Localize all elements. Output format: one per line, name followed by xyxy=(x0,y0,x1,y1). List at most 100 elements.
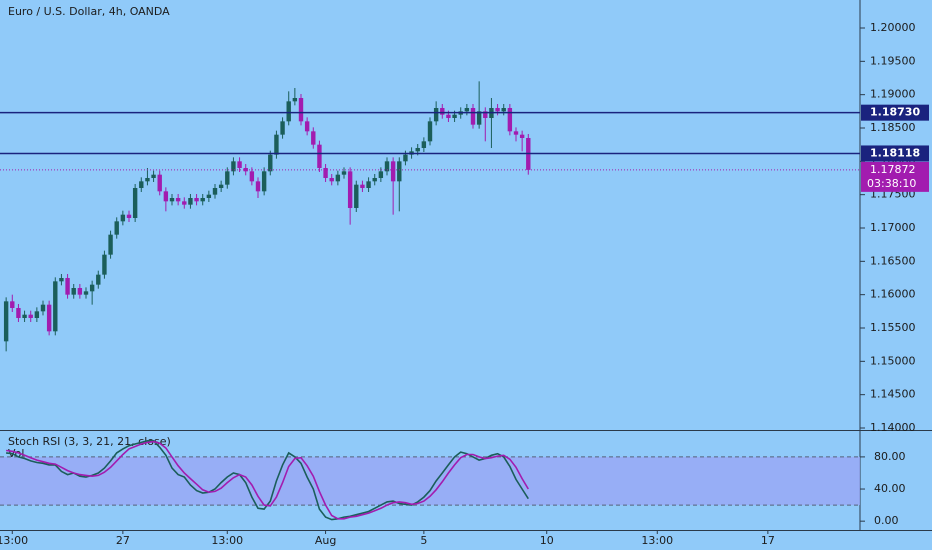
price-label-box xyxy=(861,104,929,121)
y-tick-label: 1.19000 xyxy=(870,88,916,101)
candle-body xyxy=(83,291,89,295)
candle-body xyxy=(65,278,70,295)
candle-body xyxy=(292,98,298,102)
candle-body xyxy=(384,161,390,172)
candle-body xyxy=(323,168,328,178)
candle-body xyxy=(268,154,273,172)
x-tick-label: 13:00 xyxy=(0,534,28,547)
price-label: 1.18118 xyxy=(870,146,920,159)
y-tick-label: 1.16000 xyxy=(870,288,916,301)
candle-body xyxy=(464,108,470,112)
candle-body xyxy=(519,134,525,138)
last-price-label: 1.17872 xyxy=(870,163,916,176)
candle-body xyxy=(507,108,513,132)
candle-body xyxy=(317,144,322,168)
candle-body xyxy=(157,174,162,192)
y-tick-label: 0.00 xyxy=(874,514,899,527)
candle-body xyxy=(108,234,113,255)
candle-body xyxy=(139,181,144,188)
candle-body xyxy=(188,198,193,205)
candle-body xyxy=(22,314,27,318)
candle-body xyxy=(151,174,156,178)
candle-body xyxy=(96,274,101,285)
band xyxy=(0,456,860,506)
candle-body xyxy=(255,181,261,192)
candle-body xyxy=(415,148,420,152)
candle-body xyxy=(169,198,175,202)
candle-body xyxy=(59,278,64,282)
candle-body xyxy=(329,178,334,182)
candle-body xyxy=(77,288,83,295)
candle-body xyxy=(10,301,15,308)
candle-body xyxy=(476,111,482,125)
y-tick-label: 1.19500 xyxy=(870,54,916,67)
y-tick-label: 1.15500 xyxy=(870,321,916,334)
candle-body xyxy=(212,188,218,195)
candle-body xyxy=(218,184,224,188)
chart-title: Euro / U.S. Dollar, 4h, OANDA xyxy=(8,5,170,18)
candle-body xyxy=(403,154,408,162)
candle-body xyxy=(120,214,126,222)
y-tick-label: 1.16500 xyxy=(870,254,916,267)
candle-body xyxy=(298,98,304,122)
x-tick-label: 10 xyxy=(540,534,554,547)
y-tick-label: 1.14500 xyxy=(870,388,916,401)
countdown-label: 03:38:10 xyxy=(867,177,916,190)
candle-body xyxy=(206,194,212,198)
last-price-box xyxy=(861,161,929,192)
candle-body xyxy=(261,171,267,192)
candle-body xyxy=(354,184,359,208)
candle-body xyxy=(452,114,457,118)
candle-body xyxy=(501,108,506,112)
price-label-box xyxy=(861,145,929,162)
candle-body xyxy=(366,181,371,188)
candle-body xyxy=(513,131,519,135)
candle-body xyxy=(304,121,310,132)
candle-body xyxy=(311,131,316,145)
y-tick-label: 1.14000 xyxy=(870,421,916,434)
candle-body xyxy=(495,108,500,112)
candle-body xyxy=(126,214,132,218)
candle-body xyxy=(372,178,377,182)
candle-body xyxy=(28,314,33,318)
x-tick-label: 27 xyxy=(116,534,130,547)
x-tick-label: 13:00 xyxy=(211,534,243,547)
candle-body xyxy=(360,184,365,188)
candle-body xyxy=(483,111,488,118)
candle-body xyxy=(89,284,95,292)
candle-body xyxy=(286,101,291,122)
candle-body xyxy=(53,281,58,332)
candle-body xyxy=(440,108,445,115)
y-tick-label: 1.20000 xyxy=(870,21,916,34)
candle-body xyxy=(243,168,248,172)
y-tick-label: 1.15000 xyxy=(870,354,916,367)
candle-body xyxy=(182,201,187,205)
candle-body xyxy=(225,171,230,185)
candle-body xyxy=(280,121,285,135)
candle-body xyxy=(335,174,341,182)
x-tick-label: 17 xyxy=(761,534,775,547)
candle-body xyxy=(40,304,46,312)
y-tick-label: 1.17000 xyxy=(870,221,916,234)
indicator-line xyxy=(5,440,529,520)
candle-body xyxy=(274,134,279,155)
candle-body xyxy=(132,188,138,218)
candle-body xyxy=(145,178,150,182)
candle-body xyxy=(249,171,255,182)
candle-body xyxy=(421,141,427,148)
candle-body xyxy=(200,198,205,202)
candle-body xyxy=(427,121,433,142)
candle-body xyxy=(390,161,396,182)
candle-body xyxy=(446,114,451,118)
x-tick-label: 13:00 xyxy=(641,534,673,547)
candle-body xyxy=(46,304,52,332)
candle-body xyxy=(3,301,9,342)
candle-body xyxy=(237,161,242,168)
price-label: 1.18730 xyxy=(870,106,920,119)
candle-body xyxy=(378,171,384,178)
candle-body xyxy=(34,311,40,318)
candle-body xyxy=(102,254,107,275)
y-tick-label: 80.00 xyxy=(874,450,906,463)
x-tick-label: 5 xyxy=(420,534,427,547)
candle-body xyxy=(347,171,353,208)
